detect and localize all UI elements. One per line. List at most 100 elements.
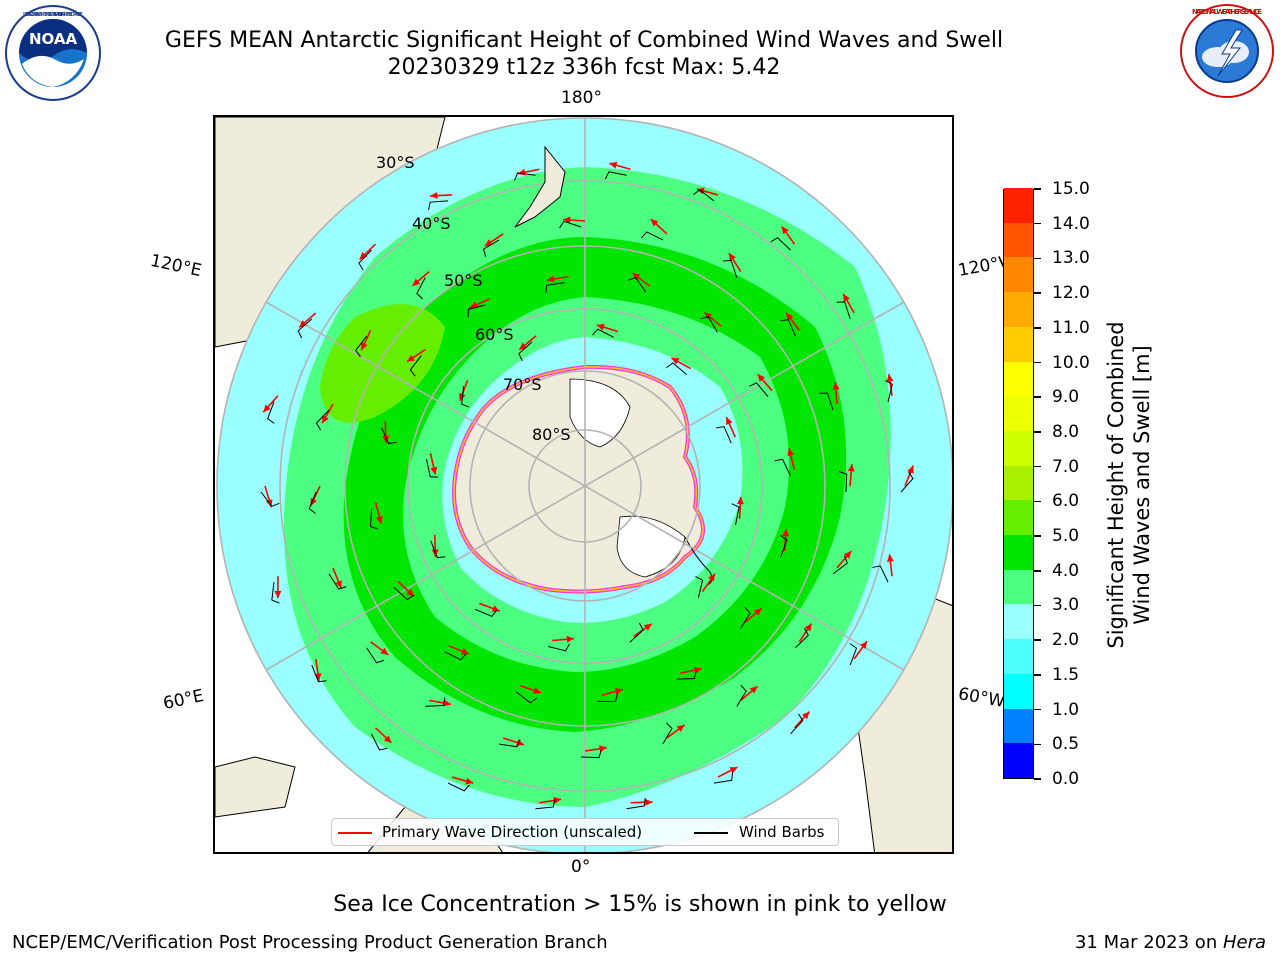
wind-barb [447, 782, 470, 792]
wind-barb [559, 220, 582, 229]
wind-barb [515, 691, 537, 704]
wind-barb [467, 304, 486, 318]
colorbar-tick [1034, 257, 1041, 260]
colorbar-segment [1004, 569, 1033, 605]
lat-label-30s: 30°S [376, 153, 415, 172]
wave-arrow-head [886, 554, 894, 562]
wave-arrow-head [736, 496, 744, 505]
wind-barb [900, 471, 914, 493]
wave-arrow-head [274, 590, 282, 599]
colorbar-tick-label: 2.0 [1052, 630, 1080, 651]
wind-barb [819, 392, 834, 411]
wind-barb [358, 249, 372, 271]
antarctica [452, 364, 713, 594]
wave-arrow-head [376, 515, 383, 524]
wind-barb [885, 380, 893, 402]
lat-label-70s: 70°S [503, 375, 542, 394]
wave-arrow-head [781, 226, 789, 235]
colorbar-title-line1: Significant Height of Combined [1104, 321, 1128, 649]
wave-arrow-head [847, 464, 855, 472]
colorbar-segment [1004, 326, 1033, 362]
colorbar-tick [1034, 708, 1041, 711]
colorbar-segment [1004, 256, 1033, 293]
wind-barb [545, 282, 565, 294]
wave-arrow-head [843, 293, 850, 302]
wind-barb [355, 335, 368, 358]
wave-arrow-head [729, 253, 736, 261]
colorbar-segment [1004, 534, 1033, 570]
wave-arrow-head [380, 647, 389, 655]
lat-label-50s: 50°S [444, 271, 483, 290]
colorbar-tick-label: 1.5 [1052, 664, 1080, 685]
wind-barb [774, 458, 791, 476]
colorbar-tick-label: 14.0 [1052, 213, 1090, 234]
wind-barb [425, 697, 446, 707]
colorbar-tick-label: 8.0 [1052, 421, 1080, 442]
colorbar-tick [1034, 292, 1041, 294]
lon-label-120e: 120°E [148, 250, 204, 282]
colorbar-segment [1004, 430, 1033, 466]
colorbar-title: Significant Height of Combined Wind Wave… [1103, 275, 1155, 695]
colorbar-segment [1004, 291, 1033, 327]
colorbar-tick-label: 12.0 [1052, 283, 1090, 304]
wave-arrow-head [643, 623, 652, 631]
colorbar-tick-label: 6.0 [1052, 491, 1080, 512]
wave-arrow-head [546, 275, 555, 283]
wind-barb [749, 382, 769, 397]
colorbar-segment [1004, 742, 1033, 778]
wave-arrow-head [843, 551, 852, 559]
colorbar-tick-label: 1.0 [1052, 699, 1080, 720]
wave-arrow-head [469, 301, 478, 309]
wind-barb [740, 606, 751, 629]
polar-map [215, 117, 952, 852]
colorbar-tick [1034, 778, 1041, 780]
colorbar-segment [1004, 673, 1033, 709]
lon-label-180: 180° [561, 88, 602, 108]
wind-barb [461, 386, 470, 408]
wind-barb [662, 722, 673, 745]
wave-arrow-head [361, 342, 368, 351]
colorbar-title-line2: Wind Waves and Swell [m] [1130, 345, 1154, 625]
wave-arrow-head [609, 161, 618, 169]
wind-barb [693, 189, 715, 202]
wave-direction-swatch [338, 832, 372, 834]
wind-barb [535, 798, 556, 810]
wind-barb [770, 237, 791, 251]
wave-arrow-head [886, 374, 894, 382]
wave-arrow-head [443, 699, 451, 707]
colorbar-segment [1004, 395, 1033, 431]
wind-barb [428, 200, 449, 211]
wave-arrow-head [753, 608, 762, 616]
wind-barb [872, 565, 889, 583]
colorbar-tick-label: 5.0 [1052, 526, 1080, 547]
wind-barb [430, 540, 446, 559]
wind-barb [514, 172, 536, 181]
sea-ice-note: Sea Ice Concentration > 15% is shown in … [333, 892, 947, 917]
wind-barb [731, 503, 740, 525]
colorbar-tick [1034, 327, 1041, 329]
noaa-logo-icon: NOAA NATIONAL OCEANIC AND ATMOSPHERIC AD… [4, 4, 102, 102]
colorbar-segment [1004, 708, 1033, 744]
footer-date: 31 Mar 2023 on Hera [1075, 932, 1266, 953]
colorbar-tick [1034, 639, 1041, 641]
wind-barb [548, 643, 570, 652]
wave-arrow-head [729, 767, 738, 774]
wind-barb [597, 693, 618, 702]
wave-arrow-head [430, 192, 438, 200]
colorbar-tick [1034, 500, 1041, 503]
colorbar-tick-label: 9.0 [1052, 387, 1080, 408]
wave-arrow-head [802, 711, 810, 720]
wind-barb [736, 684, 747, 707]
wave-arrow-head [383, 735, 392, 743]
wind-barb [700, 316, 718, 333]
wave-arrow-head [832, 382, 840, 390]
colorbar-tick [1034, 604, 1041, 607]
wave-arrow-head [650, 219, 659, 227]
colorbar-tick [1034, 188, 1041, 190]
wave-arrows [262, 161, 914, 806]
wave-arrow-head [749, 686, 758, 694]
colorbar-segment [1004, 638, 1033, 674]
wave-arrow-head [382, 435, 390, 444]
colorbar-segment [1004, 222, 1033, 258]
wind-barb [580, 749, 602, 759]
